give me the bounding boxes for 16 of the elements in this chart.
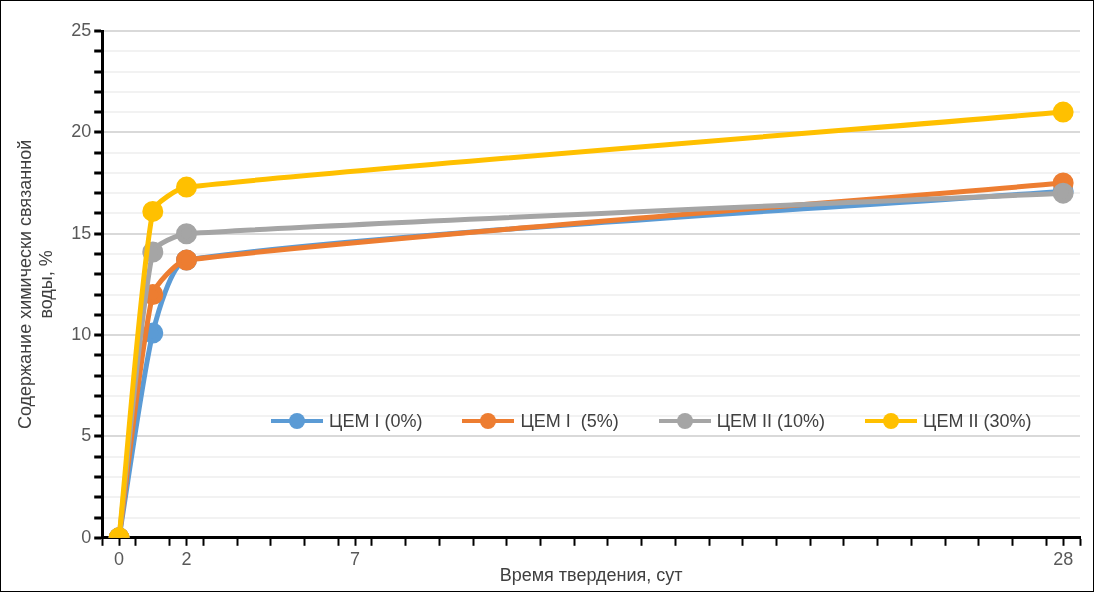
y-tick-label: 10 xyxy=(71,324,92,345)
y-tick-label: 20 xyxy=(71,121,92,142)
y-tick-label: 25 xyxy=(71,19,92,40)
y-axis-title: Содержание химически связанной воды, % xyxy=(14,139,57,430)
x-tick-label: 7 xyxy=(350,548,361,569)
x-tick-label: 28 xyxy=(1053,548,1074,569)
y-tick-label: 0 xyxy=(81,526,92,547)
y-tick-label: 5 xyxy=(81,425,92,446)
y-tick-label: 15 xyxy=(71,222,92,243)
x-tick-label: 0 xyxy=(114,548,125,569)
legend-label: ЦЕМ I (0%) xyxy=(329,410,423,432)
x-axis-title: Время твердения, сут xyxy=(499,565,683,586)
legend-label: ЦЕМ II (10%) xyxy=(716,410,826,432)
legend-label: ЦЕМ I (5%) xyxy=(520,410,619,432)
x-tick-label: 2 xyxy=(181,548,192,569)
legend-label: ЦЕМ II (30%) xyxy=(923,410,1032,432)
